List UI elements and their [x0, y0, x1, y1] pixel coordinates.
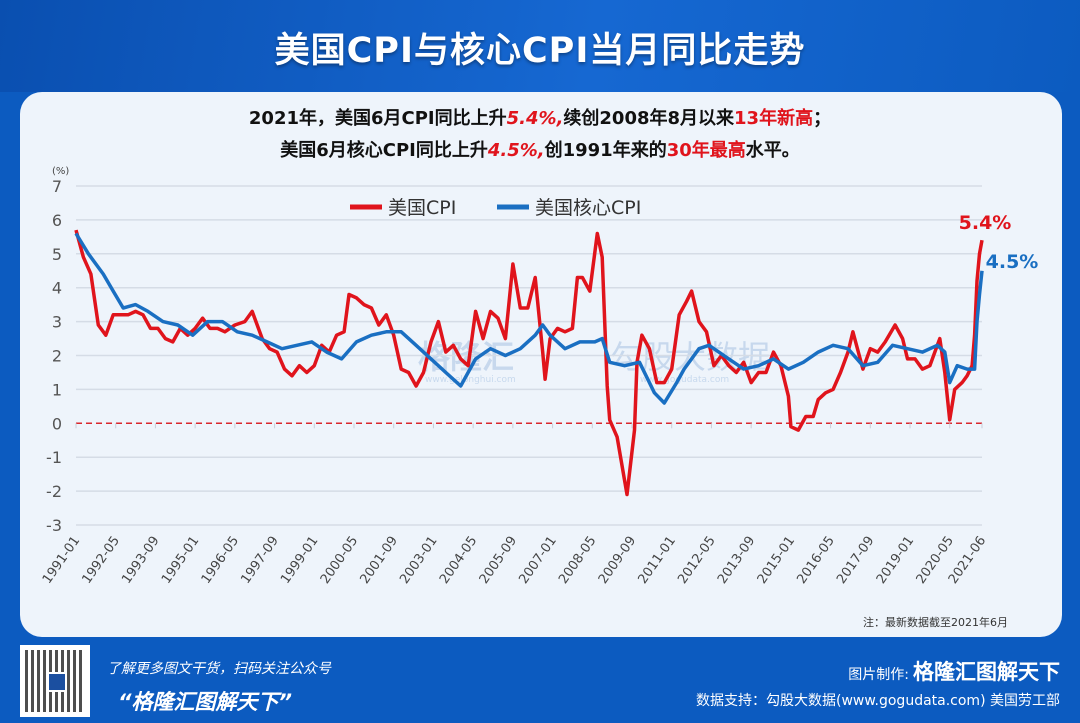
- x-tick-label: 2011-01: [636, 534, 679, 587]
- core-cpi-line: [74, 232, 984, 405]
- footer-data-support: 数据支持：勾股大数据(www.gogudata.com) 美国劳工部: [696, 693, 1060, 709]
- x-tick-label: 1993-09: [119, 534, 162, 587]
- watermark-url-2: www.gogudata.com: [640, 375, 729, 385]
- y-tick-label: 7: [52, 177, 62, 196]
- x-tick-label: 1996-05: [199, 534, 242, 587]
- footnote: 注：最新数据截至2021年6月: [863, 616, 1008, 629]
- legend-label: 美国CPI: [388, 197, 456, 219]
- x-tick-label: 2004-05: [437, 534, 480, 587]
- x-tick-label: 2013-09: [715, 534, 758, 587]
- subtitle-text: 2021年，美国6月CPI同比上升: [248, 108, 507, 129]
- subtitle-line-2: 美国6月核心CPI同比上升4.5%,创1991年来的30年最高水平。: [0, 136, 1080, 162]
- x-tick-label: 1992-05: [80, 534, 123, 587]
- made-by-logo: 格隆汇图解天下: [913, 660, 1060, 684]
- y-tick-label: 1: [52, 380, 62, 399]
- subtitle-text: 续创2008年8月以来: [563, 108, 735, 129]
- legend: 美国CPI 美国核心CPI: [350, 197, 641, 219]
- cpi-end-label: 5.4%: [959, 212, 1012, 234]
- subtitle-highlight: 4.5%,: [487, 140, 545, 161]
- x-tick-label: 1991-01: [40, 534, 83, 587]
- made-by-label: 图片制作:: [848, 667, 909, 683]
- legend-label: 美国核心CPI: [535, 197, 641, 219]
- y-tick-label: 2: [52, 347, 62, 366]
- x-tick-label: 2003-01: [397, 534, 440, 587]
- x-tick-label: 1997-09: [238, 534, 281, 587]
- x-tick-label: 2008-05: [556, 534, 599, 587]
- subtitle-text: ；: [813, 108, 832, 129]
- core-cpi-end-label: 4.5%: [986, 251, 1039, 273]
- y-axis: 7 6 5 4 3 2 1 0 -1 -2 -3: [46, 177, 62, 535]
- x-tick-label: 2009-09: [596, 534, 639, 587]
- subtitle-highlight: 13年新高: [734, 108, 814, 129]
- x-tick-label: 2001-09: [358, 534, 401, 587]
- x-tick-label: 2007-01: [516, 534, 559, 587]
- page-title: 美国CPI与核心CPI当月同比走势: [274, 31, 806, 71]
- y-tick-label: -3: [46, 516, 62, 535]
- chart-panel: [20, 92, 1062, 637]
- watermark-url: www.gelonghui.com: [425, 375, 516, 385]
- x-tick-label: 2000-05: [318, 534, 361, 587]
- footer-brand: “格隆汇图解天下”: [118, 690, 293, 714]
- x-tick-label: 2005-09: [477, 534, 520, 587]
- x-tick-label: 2016-05: [794, 534, 837, 587]
- y-tick-label: 0: [52, 414, 62, 433]
- y-tick-label: 5: [52, 245, 62, 264]
- y-tick-label: 6: [52, 211, 62, 230]
- watermark-text: 格隆汇: [418, 338, 514, 376]
- y-tick-label: 3: [52, 313, 62, 332]
- subtitle-text: 水平。: [745, 140, 800, 161]
- x-tick-label: 2019-01: [874, 534, 917, 587]
- subtitle-text: 美国6月核心CPI同比上升: [280, 140, 488, 161]
- qr-code[interactable]: [20, 645, 90, 717]
- y-tick-label: -2: [46, 482, 62, 501]
- subtitle-highlight: 5.4%,: [506, 108, 564, 129]
- y-tick-label: -1: [46, 448, 62, 467]
- y-tick-label: 4: [52, 279, 62, 298]
- x-axis: 1991-011992-051993-091995-011996-051997-…: [40, 423, 989, 587]
- series-lines: 5.4% 4.5%: [74, 212, 1039, 497]
- subtitle-highlight: 30年最高: [666, 140, 746, 161]
- cpi-line: [74, 229, 984, 497]
- header-banner: 美国CPI与核心CPI当月同比走势: [0, 0, 1080, 92]
- x-tick-label: 1995-01: [159, 534, 202, 587]
- y-axis-unit: (%): [52, 166, 69, 177]
- subtitle-line-1: 2021年，美国6月CPI同比上升5.4%,续创2008年8月以来13年新高；: [0, 104, 1080, 130]
- x-tick-label: 2017-09: [834, 534, 877, 587]
- x-tick-label: 1999-01: [278, 534, 321, 587]
- footer-made-by: 图片制作: 格隆汇图解天下: [848, 656, 1060, 686]
- x-tick-label: 2015-01: [755, 534, 798, 587]
- footer-promo: 了解更多图文干货，扫码关注公众号: [107, 661, 331, 677]
- subtitle-text: 创1991年来的: [544, 140, 667, 161]
- x-tick-label: 2012-05: [675, 534, 718, 587]
